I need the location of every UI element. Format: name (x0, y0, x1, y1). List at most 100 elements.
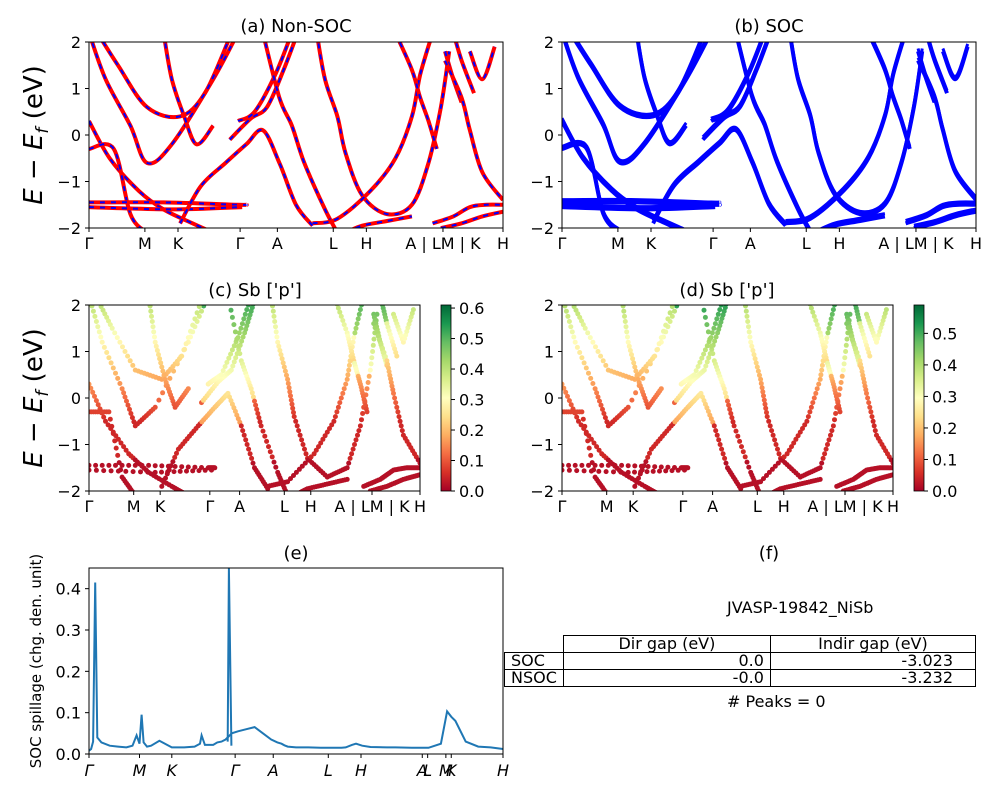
band-point (247, 451, 253, 457)
band-point (257, 419, 263, 425)
band-point (292, 493, 297, 498)
band-point (391, 390, 396, 396)
band-point (730, 419, 736, 425)
band-point (394, 404, 400, 410)
band-point (704, 322, 710, 328)
band-point (282, 488, 288, 491)
band-point (830, 423, 836, 429)
band-point (839, 373, 845, 379)
band-point (665, 316, 671, 322)
band-point (380, 345, 385, 351)
band-point (612, 462, 618, 468)
spillage-xtick-label: A (267, 761, 279, 780)
band-point (356, 428, 362, 434)
band-point (701, 351, 707, 357)
band-point (299, 437, 305, 443)
band-point (346, 362, 352, 368)
band-point (346, 460, 352, 466)
band-point (746, 464, 752, 470)
band-point (828, 316, 834, 322)
band-point (123, 468, 129, 474)
band-point (825, 442, 830, 447)
band-line (736, 42, 811, 228)
band-point (568, 324, 574, 330)
band-point (828, 432, 833, 438)
band-point (724, 305, 729, 307)
band-point (344, 376, 350, 382)
panel-c-title: (c) Sb ['p'] (208, 280, 302, 301)
table-cell: 0.0 (562, 652, 771, 670)
spillage-xtick-label: M (133, 761, 147, 780)
band-point (273, 464, 279, 470)
band-point (308, 454, 314, 460)
c-plot-ytick-label: −1 (57, 436, 81, 455)
band-point (344, 476, 350, 482)
band-point (620, 298, 625, 303)
band-point (770, 490, 773, 491)
d-plot-ytick-label: 2 (544, 296, 554, 315)
table-header-row: Dir gap (eV) Indir gap (eV) (504, 635, 977, 653)
band-point (669, 313, 675, 319)
band-point (576, 418, 581, 424)
band-point (182, 491, 187, 496)
band-point (370, 349, 376, 354)
c-plot-xtick-label: M (127, 497, 141, 516)
band-point (371, 321, 377, 327)
band-point (867, 353, 873, 359)
band-point (848, 333, 854, 339)
band-point (749, 343, 755, 349)
band-point (563, 389, 569, 395)
band-point (295, 492, 300, 497)
band-point (188, 328, 193, 334)
band-point (672, 308, 677, 314)
band-line-dashed (229, 42, 296, 141)
band-line-dashed (179, 128, 314, 227)
band-point (297, 432, 303, 438)
band-point (148, 308, 154, 314)
band-point (241, 432, 247, 438)
b-plot-xtick-label: A (745, 234, 756, 253)
band-point (397, 418, 403, 424)
band-point (813, 390, 819, 396)
band-point (619, 462, 625, 468)
band-point (244, 307, 250, 313)
band-point (156, 397, 162, 403)
band-point (637, 471, 643, 477)
band-point (231, 359, 237, 365)
band-point (345, 372, 351, 378)
band-point (359, 417, 364, 423)
b-plot-xtick-label: L (802, 234, 811, 253)
band-point (417, 465, 420, 471)
spillage-ytick-label: 0.1 (56, 704, 81, 723)
row-label: NSOC (504, 669, 564, 687)
table-cell: -0.0 (562, 669, 771, 687)
band-point (92, 313, 98, 319)
band-point (167, 375, 173, 381)
band-point (562, 462, 565, 468)
band-point (239, 338, 245, 344)
band-point (727, 406, 733, 412)
band-point (238, 325, 244, 331)
band-point (712, 338, 718, 344)
band-point (147, 305, 153, 309)
band-point (279, 356, 285, 362)
band-point (371, 336, 377, 342)
d-plot-xtick-label: H (887, 497, 899, 516)
band-point (851, 341, 857, 347)
band-point (344, 465, 350, 471)
band-point (103, 418, 108, 424)
band-point (571, 334, 577, 340)
band-line (823, 214, 886, 228)
band-point (128, 411, 134, 416)
band-point (99, 339, 105, 345)
band-point (840, 367, 846, 373)
band-point (722, 455, 728, 461)
band-point (228, 307, 234, 313)
material-id: JVASP-19842_NiSb (727, 598, 874, 617)
band-point (868, 409, 874, 415)
band-line-dashed (89, 206, 243, 211)
band-point (270, 305, 275, 309)
panel-e-title: (e) (283, 543, 308, 564)
band-point (829, 428, 835, 434)
band-point (672, 298, 677, 303)
